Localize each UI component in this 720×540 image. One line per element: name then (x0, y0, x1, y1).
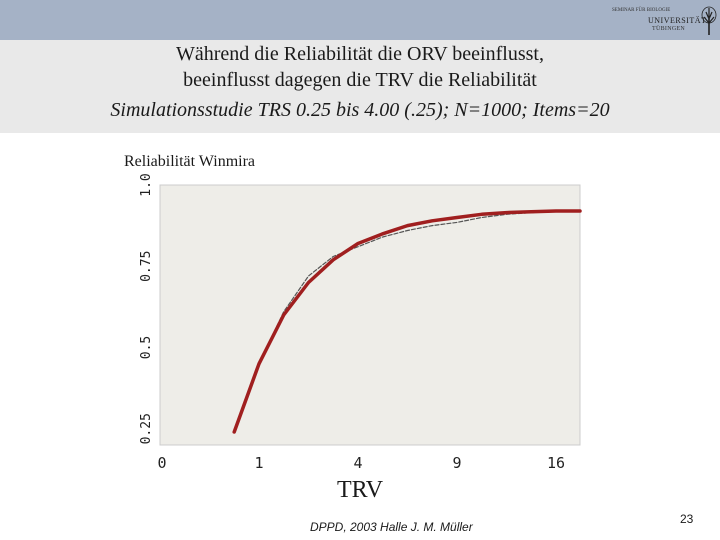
y-tick-label: 1.0 (139, 173, 154, 196)
series-line-solid (232, 209, 582, 434)
y-axis-title: Reliabilität Winmira (124, 153, 256, 170)
logo-line-3: TÜBINGEN (652, 26, 686, 32)
x-tick-label: 1 (254, 454, 263, 472)
header-bar: SEMINAR FÜR BIOLOGIE UNIVERSITÄT TÜBINGE… (0, 0, 720, 40)
x-tick-label: 4 (353, 454, 362, 472)
footer-credit: DPPD, 2003 Halle J. M. Müller (310, 520, 473, 534)
x-tick-label: 16 (547, 454, 565, 472)
slide-title-line-1: Während die Reliabilität die ORV beeinfl… (176, 43, 544, 65)
y-tick-label: 0.75 (139, 251, 154, 282)
slide-title-line-2: beeinflusst dagegen die TRV die Reliabil… (183, 69, 537, 91)
slide-subtitle: Simulationsstudie TRS 0.25 bis 4.00 (.25… (110, 99, 610, 121)
title-band (0, 40, 720, 133)
plot-area (159, 184, 581, 446)
tree-seal-icon (701, 6, 717, 35)
logo-line-1: SEMINAR FÜR BIOLOGIE (612, 8, 671, 13)
university-logo: SEMINAR FÜR BIOLOGIE UNIVERSITÄT TÜBINGE… (612, 5, 717, 37)
x-tick-label: 0 (157, 454, 166, 472)
logo-line-2: UNIVERSITÄT (648, 16, 707, 25)
y-tick-label: 0.5 (139, 336, 154, 359)
series-line-dashed (233, 210, 581, 433)
page-number: 23 (680, 512, 694, 526)
x-tick-label: 9 (452, 454, 461, 472)
x-axis-title: TRV (337, 477, 384, 503)
y-tick-label: 0.25 (139, 413, 154, 444)
